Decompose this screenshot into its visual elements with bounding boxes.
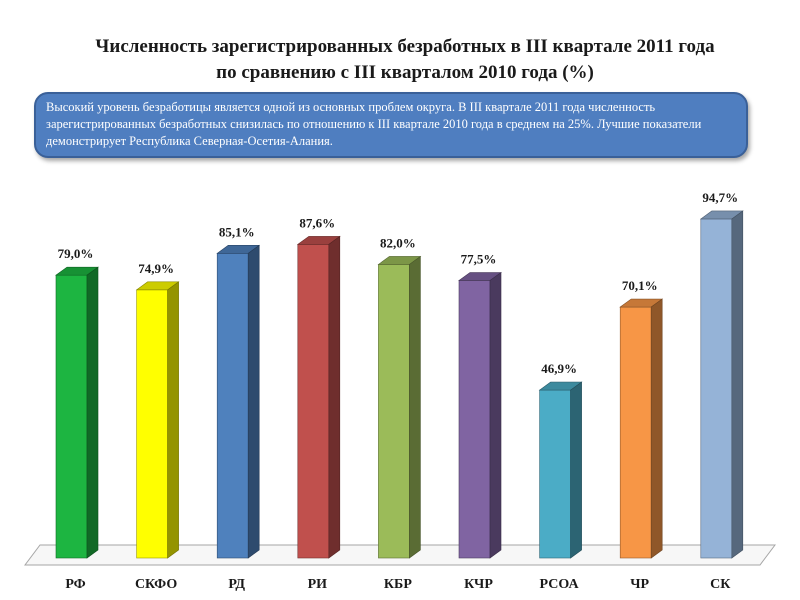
- data-label: 74,9%: [138, 261, 174, 276]
- bar-1-front: [55, 274, 88, 559]
- data-label: 70,1%: [622, 278, 658, 293]
- bar-8-front: [619, 306, 652, 559]
- category-label: РСОА: [540, 577, 580, 592]
- category-label: РФ: [65, 577, 85, 592]
- data-label: 85,1%: [219, 224, 255, 239]
- bar-3-front: [216, 253, 249, 559]
- data-label: 94,7%: [702, 190, 738, 205]
- category-label: СК: [710, 577, 731, 592]
- bar-4-side: [328, 235, 341, 559]
- chart-title: Численность зарегистрированных безработн…: [20, 34, 790, 86]
- bar-1-side: [86, 266, 99, 559]
- chart-title-line-2: по сравнению с III кварталом 2010 года (…: [216, 62, 594, 83]
- summary-callout-text: Высокий уровень безработицы является одн…: [46, 100, 702, 148]
- category-label: СКФО: [135, 577, 177, 592]
- data-label: 79,0%: [58, 246, 94, 261]
- bar-7-front: [539, 389, 571, 559]
- summary-callout: Высокий уровень безработицы является одн…: [34, 92, 748, 158]
- data-label: 46,9%: [541, 361, 577, 376]
- data-label: 77,5%: [461, 252, 497, 267]
- data-label: 82,0%: [380, 235, 416, 250]
- category-label: ЧР: [630, 577, 649, 592]
- bar-8-side: [650, 298, 663, 559]
- bar-9-side: [731, 210, 744, 559]
- category-label: КБР: [384, 577, 412, 592]
- bar-6-front: [458, 280, 491, 559]
- bar-4-front: [297, 244, 330, 559]
- data-label: 87,6%: [299, 215, 335, 230]
- bar-9-front: [700, 218, 733, 559]
- bar-2-front: [136, 289, 168, 559]
- bar-3-side: [247, 244, 260, 559]
- bar-5-side: [409, 255, 421, 559]
- bar-6-side: [489, 271, 502, 559]
- category-label: РД: [228, 577, 245, 592]
- chart-title-line-1: Численность зарегистрированных безработн…: [95, 36, 715, 57]
- bar-7-side: [570, 381, 582, 559]
- bar-5-front: [378, 264, 410, 559]
- category-label: РИ: [308, 577, 328, 592]
- category-label: КЧР: [464, 577, 493, 592]
- bar-2-side: [167, 281, 179, 559]
